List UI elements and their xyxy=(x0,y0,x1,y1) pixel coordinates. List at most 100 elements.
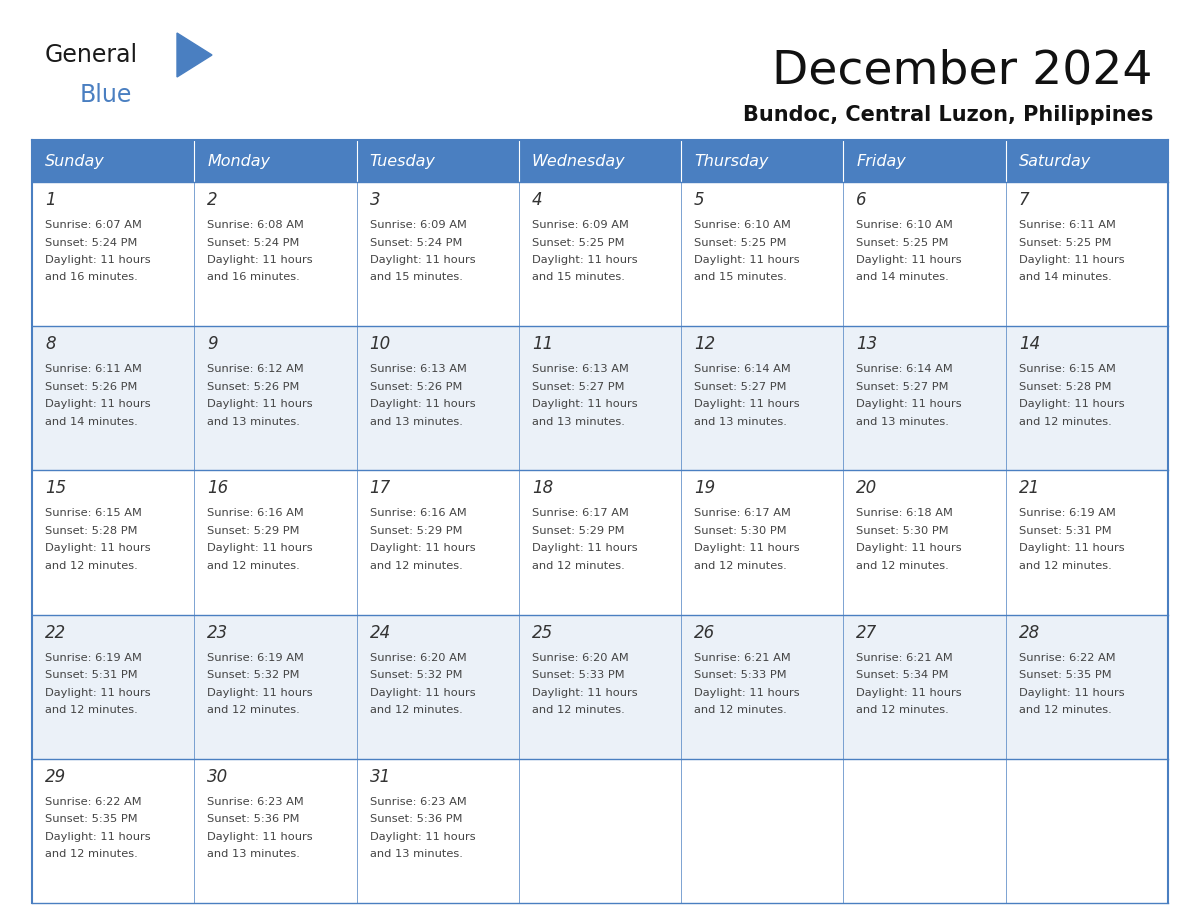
Text: Daylight: 11 hours: Daylight: 11 hours xyxy=(207,255,312,265)
Text: and 12 minutes.: and 12 minutes. xyxy=(532,561,625,571)
Text: Sunrise: 6:21 AM: Sunrise: 6:21 AM xyxy=(857,653,953,663)
Text: Sunrise: 6:11 AM: Sunrise: 6:11 AM xyxy=(1019,220,1116,230)
Bar xyxy=(1006,140,1168,182)
Bar xyxy=(32,470,1168,614)
Text: 19: 19 xyxy=(694,479,715,498)
Text: Sunrise: 6:20 AM: Sunrise: 6:20 AM xyxy=(369,653,467,663)
Text: Sunrise: 6:23 AM: Sunrise: 6:23 AM xyxy=(369,797,467,807)
Text: Sunset: 5:27 PM: Sunset: 5:27 PM xyxy=(532,382,625,392)
Text: Sunset: 5:30 PM: Sunset: 5:30 PM xyxy=(857,526,949,536)
Text: Daylight: 11 hours: Daylight: 11 hours xyxy=(369,399,475,409)
Text: Sunset: 5:29 PM: Sunset: 5:29 PM xyxy=(532,526,625,536)
Text: Sunset: 5:31 PM: Sunset: 5:31 PM xyxy=(45,670,138,680)
Text: Sunset: 5:35 PM: Sunset: 5:35 PM xyxy=(45,814,138,824)
Text: Sunset: 5:27 PM: Sunset: 5:27 PM xyxy=(694,382,786,392)
Text: Sunday: Sunday xyxy=(45,153,105,169)
Text: Daylight: 11 hours: Daylight: 11 hours xyxy=(1019,688,1124,698)
Text: Sunrise: 6:08 AM: Sunrise: 6:08 AM xyxy=(207,220,304,230)
Text: Sunrise: 6:18 AM: Sunrise: 6:18 AM xyxy=(857,509,953,519)
Text: 16: 16 xyxy=(207,479,228,498)
Text: Daylight: 11 hours: Daylight: 11 hours xyxy=(207,543,312,554)
Text: Saturday: Saturday xyxy=(1019,153,1091,169)
Text: Sunrise: 6:15 AM: Sunrise: 6:15 AM xyxy=(1019,364,1116,375)
Text: and 12 minutes.: and 12 minutes. xyxy=(369,561,462,571)
Text: Daylight: 11 hours: Daylight: 11 hours xyxy=(694,255,800,265)
Text: Sunset: 5:36 PM: Sunset: 5:36 PM xyxy=(207,814,299,824)
Text: Sunset: 5:32 PM: Sunset: 5:32 PM xyxy=(369,670,462,680)
Text: and 12 minutes.: and 12 minutes. xyxy=(1019,417,1112,427)
Text: Daylight: 11 hours: Daylight: 11 hours xyxy=(45,832,151,842)
Text: 29: 29 xyxy=(45,767,67,786)
Text: 26: 26 xyxy=(694,623,715,642)
Text: Sunrise: 6:09 AM: Sunrise: 6:09 AM xyxy=(369,220,467,230)
Text: Sunrise: 6:09 AM: Sunrise: 6:09 AM xyxy=(532,220,628,230)
Text: Sunrise: 6:19 AM: Sunrise: 6:19 AM xyxy=(45,653,141,663)
Text: 24: 24 xyxy=(369,623,391,642)
Text: Sunset: 5:31 PM: Sunset: 5:31 PM xyxy=(1019,526,1111,536)
Text: Sunset: 5:33 PM: Sunset: 5:33 PM xyxy=(694,670,786,680)
Text: Sunrise: 6:23 AM: Sunrise: 6:23 AM xyxy=(207,797,304,807)
Text: Sunrise: 6:17 AM: Sunrise: 6:17 AM xyxy=(532,509,628,519)
Text: Sunrise: 6:19 AM: Sunrise: 6:19 AM xyxy=(1019,509,1116,519)
Text: Sunrise: 6:07 AM: Sunrise: 6:07 AM xyxy=(45,220,141,230)
Text: 2: 2 xyxy=(207,191,217,209)
Text: Daylight: 11 hours: Daylight: 11 hours xyxy=(1019,543,1124,554)
Text: Daylight: 11 hours: Daylight: 11 hours xyxy=(369,832,475,842)
Text: 20: 20 xyxy=(857,479,878,498)
Bar xyxy=(356,140,519,182)
Text: and 12 minutes.: and 12 minutes. xyxy=(45,705,138,715)
Text: and 12 minutes.: and 12 minutes. xyxy=(532,705,625,715)
Bar xyxy=(195,140,356,182)
Text: Sunset: 5:30 PM: Sunset: 5:30 PM xyxy=(694,526,786,536)
Text: 9: 9 xyxy=(207,335,217,353)
Text: 8: 8 xyxy=(45,335,56,353)
Text: Sunset: 5:32 PM: Sunset: 5:32 PM xyxy=(207,670,299,680)
Text: Daylight: 11 hours: Daylight: 11 hours xyxy=(532,688,638,698)
Text: Sunset: 5:24 PM: Sunset: 5:24 PM xyxy=(369,238,462,248)
Text: and 12 minutes.: and 12 minutes. xyxy=(857,705,949,715)
Text: and 13 minutes.: and 13 minutes. xyxy=(369,849,462,859)
Text: 25: 25 xyxy=(532,623,554,642)
Text: Daylight: 11 hours: Daylight: 11 hours xyxy=(857,255,962,265)
Text: and 16 minutes.: and 16 minutes. xyxy=(45,273,138,283)
Text: and 14 minutes.: and 14 minutes. xyxy=(1019,273,1112,283)
Text: Daylight: 11 hours: Daylight: 11 hours xyxy=(369,688,475,698)
Text: 18: 18 xyxy=(532,479,554,498)
Text: 30: 30 xyxy=(207,767,228,786)
Text: Daylight: 11 hours: Daylight: 11 hours xyxy=(532,543,638,554)
Text: and 12 minutes.: and 12 minutes. xyxy=(207,561,301,571)
Text: 7: 7 xyxy=(1019,191,1029,209)
Text: Sunset: 5:25 PM: Sunset: 5:25 PM xyxy=(1019,238,1111,248)
Bar xyxy=(32,326,1168,470)
Text: Sunrise: 6:14 AM: Sunrise: 6:14 AM xyxy=(857,364,953,375)
Text: Sunset: 5:35 PM: Sunset: 5:35 PM xyxy=(1019,670,1111,680)
Bar xyxy=(843,140,1006,182)
Text: Sunrise: 6:13 AM: Sunrise: 6:13 AM xyxy=(532,364,628,375)
Text: 3: 3 xyxy=(369,191,380,209)
Text: and 14 minutes.: and 14 minutes. xyxy=(45,417,138,427)
Text: Daylight: 11 hours: Daylight: 11 hours xyxy=(45,543,151,554)
Text: Sunrise: 6:10 AM: Sunrise: 6:10 AM xyxy=(857,220,953,230)
Text: and 15 minutes.: and 15 minutes. xyxy=(694,273,786,283)
Text: 1: 1 xyxy=(45,191,56,209)
Text: Sunset: 5:24 PM: Sunset: 5:24 PM xyxy=(207,238,299,248)
Text: and 12 minutes.: and 12 minutes. xyxy=(45,561,138,571)
Text: Sunrise: 6:13 AM: Sunrise: 6:13 AM xyxy=(369,364,467,375)
Text: Sunset: 5:24 PM: Sunset: 5:24 PM xyxy=(45,238,138,248)
Text: 15: 15 xyxy=(45,479,67,498)
Text: and 12 minutes.: and 12 minutes. xyxy=(207,705,301,715)
Text: 21: 21 xyxy=(1019,479,1040,498)
Text: Sunset: 5:28 PM: Sunset: 5:28 PM xyxy=(45,526,138,536)
Text: Daylight: 11 hours: Daylight: 11 hours xyxy=(207,399,312,409)
Text: 11: 11 xyxy=(532,335,554,353)
Text: Daylight: 11 hours: Daylight: 11 hours xyxy=(1019,255,1124,265)
Text: 10: 10 xyxy=(369,335,391,353)
Text: Sunrise: 6:20 AM: Sunrise: 6:20 AM xyxy=(532,653,628,663)
Text: and 15 minutes.: and 15 minutes. xyxy=(532,273,625,283)
Text: and 13 minutes.: and 13 minutes. xyxy=(694,417,786,427)
Text: Daylight: 11 hours: Daylight: 11 hours xyxy=(45,399,151,409)
Text: Sunset: 5:34 PM: Sunset: 5:34 PM xyxy=(857,670,949,680)
Text: Thursday: Thursday xyxy=(694,153,769,169)
Text: Sunset: 5:25 PM: Sunset: 5:25 PM xyxy=(532,238,625,248)
Text: Sunset: 5:28 PM: Sunset: 5:28 PM xyxy=(1019,382,1111,392)
